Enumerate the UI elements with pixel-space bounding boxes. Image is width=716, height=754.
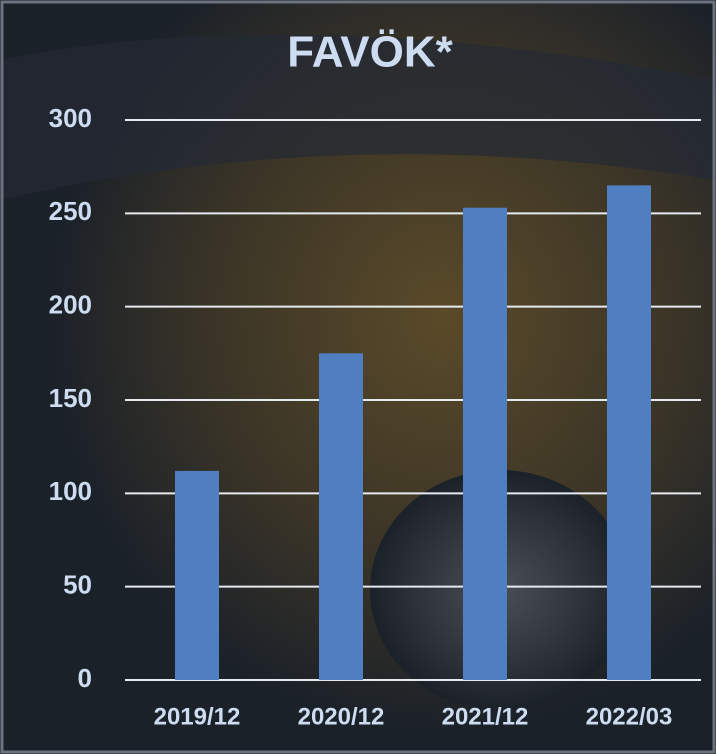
chart-title: FAVÖK* xyxy=(287,28,453,77)
x-tick-label: 2021/12 xyxy=(442,703,529,730)
bar xyxy=(175,471,219,680)
chart: FAVÖK* 0 50 100 150 200 250 300 2019/12 2020/12 2… xyxy=(0,0,716,754)
y-tick-label: 100 xyxy=(49,476,92,506)
y-tick-label: 50 xyxy=(63,570,92,600)
x-tick-label: 2022/03 xyxy=(586,703,673,730)
y-tick-label: 200 xyxy=(49,290,92,320)
bar xyxy=(607,185,651,680)
y-tick-label: 150 xyxy=(49,383,92,413)
bar xyxy=(463,208,507,680)
x-tick-label: 2019/12 xyxy=(154,703,241,730)
y-tick-label: 300 xyxy=(49,103,92,133)
y-tick-label: 250 xyxy=(49,196,92,226)
x-tick-label: 2020/12 xyxy=(298,703,385,730)
bar xyxy=(319,353,363,680)
y-tick-label: 0 xyxy=(78,663,92,693)
